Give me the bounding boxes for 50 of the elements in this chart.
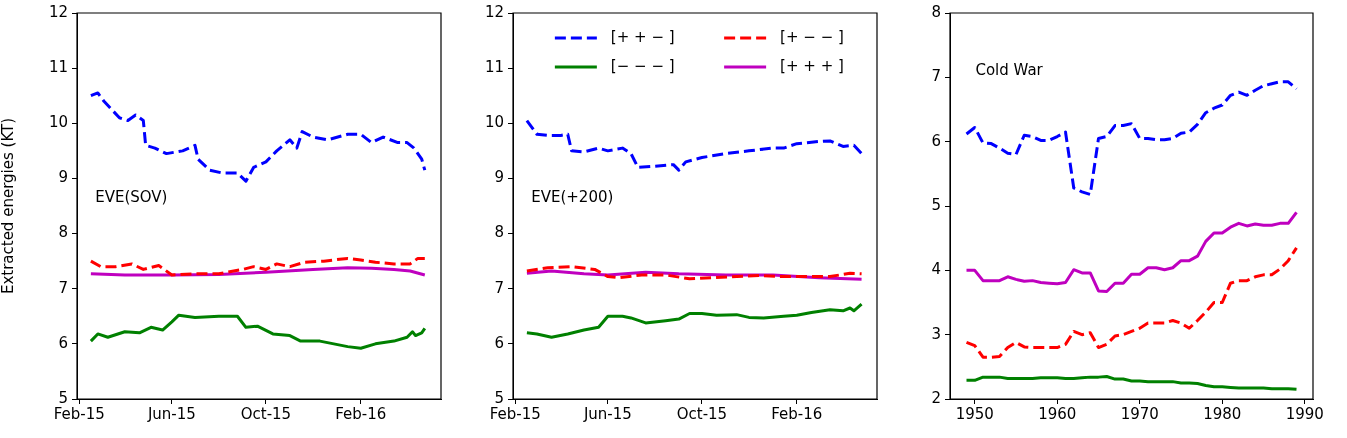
y-tick-label: 5 <box>931 195 941 214</box>
legend-label: [+ + − ] <box>610 27 675 46</box>
x-tick-label: 1980 <box>1203 404 1242 423</box>
y-tick-label: 10 <box>48 113 68 132</box>
x-tick-label: Feb-16 <box>771 404 823 423</box>
y-tick-label: 8 <box>494 223 504 242</box>
x-tick-label: 1960 <box>1038 404 1077 423</box>
x-tick-label: Jun-15 <box>146 404 196 423</box>
legend-label: [− − − ] <box>610 56 675 75</box>
line-series <box>525 265 864 281</box>
line-series <box>525 119 864 172</box>
annotation: EVE(+200) <box>531 188 614 207</box>
y-tick-label: 4 <box>931 260 941 279</box>
line-series <box>965 80 1298 196</box>
x-tick-label: Feb-15 <box>489 404 541 423</box>
x-tick-label: Oct-15 <box>676 404 728 423</box>
y-tick-label: 7 <box>931 67 941 86</box>
annotation: Cold War <box>975 60 1044 79</box>
y-tick-label: 3 <box>931 324 941 343</box>
y-tick-label: 2 <box>931 388 941 407</box>
y-tick-label: 11 <box>48 58 68 77</box>
y-tick-label: 5 <box>494 388 504 407</box>
x-tick-label: 1970 <box>1120 404 1159 423</box>
y-tick-label: 9 <box>58 168 68 187</box>
y-tick-label: 6 <box>58 333 68 352</box>
y-tick-label: 7 <box>494 278 504 297</box>
y-tick-label: 5 <box>58 388 68 407</box>
legend-label: [+ − − ] <box>780 27 844 46</box>
legend-label: [+ + + ] <box>780 56 844 75</box>
y-tick-label: 12 <box>48 2 68 21</box>
x-tick-label: Jun-15 <box>582 404 632 423</box>
y-tick-label: 7 <box>58 278 68 297</box>
line-series <box>89 91 427 183</box>
x-tick-label: Feb-15 <box>53 404 105 423</box>
y-tick-label: 8 <box>58 223 68 242</box>
y-tick-label: 9 <box>494 168 504 187</box>
y-tick-label: 10 <box>484 113 504 132</box>
y-axis-title: Extracted energies (KT) <box>0 117 17 295</box>
y-tick-label: 6 <box>494 333 504 352</box>
y-tick-label: 6 <box>931 131 941 150</box>
y-tick-label: 12 <box>484 2 504 21</box>
annotation: EVE(SOV) <box>95 188 168 207</box>
line-series <box>89 256 427 277</box>
y-tick-label: 8 <box>931 2 941 21</box>
x-tick-label: 1950 <box>955 404 994 423</box>
x-tick-label: Feb-16 <box>335 404 387 423</box>
line-series <box>965 246 1298 359</box>
x-tick-label: Oct-15 <box>240 404 292 423</box>
y-tick-label: 11 <box>484 58 504 77</box>
x-tick-label: 1990 <box>1285 404 1324 423</box>
